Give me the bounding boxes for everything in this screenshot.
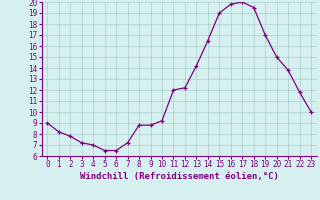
X-axis label: Windchill (Refroidissement éolien,°C): Windchill (Refroidissement éolien,°C): [80, 172, 279, 181]
